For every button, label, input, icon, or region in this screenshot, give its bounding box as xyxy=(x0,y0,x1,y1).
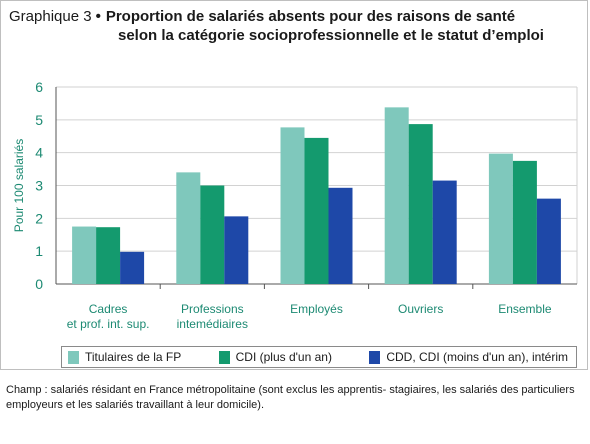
bar xyxy=(280,127,305,284)
legend-item-cdi: CDI (plus d'un an) xyxy=(218,350,332,364)
bar xyxy=(176,172,201,284)
legend-item-cdd: CDD, CDI (moins d'un an), intérim xyxy=(369,350,568,364)
bar xyxy=(304,137,329,284)
bar xyxy=(200,185,225,284)
y-tick-label: 1 xyxy=(35,243,43,259)
bar xyxy=(512,160,537,284)
chart-legend: Titulaires de la FP CDI (plus d'un an) C… xyxy=(61,346,577,368)
bar xyxy=(328,187,353,284)
footnote: Champ : salariés résidant en France métr… xyxy=(6,384,575,411)
bar xyxy=(96,227,121,284)
y-tick-label: 4 xyxy=(35,145,43,161)
legend-swatch-cdi xyxy=(218,350,230,364)
y-tick-label: 0 xyxy=(35,276,43,292)
title-line-2: selon la catégorie socioprofessionnelle … xyxy=(118,27,544,44)
y-tick-label: 5 xyxy=(35,112,43,128)
x-category-label: Professions xyxy=(181,302,244,316)
legend-label-cdd: CDD, CDI (moins d'un an), intérim xyxy=(386,350,568,364)
title-line-1: Proportion de salariés absents pour des … xyxy=(105,8,516,25)
bar xyxy=(384,107,409,285)
bar xyxy=(488,153,513,284)
x-category-label: Cadres xyxy=(89,302,128,316)
x-category-label: et prof. int. sup. xyxy=(67,317,150,331)
legend-label-titulaires: Titulaires de la FP xyxy=(85,350,182,364)
legend-label-cdi: CDI (plus d'un an) xyxy=(235,350,332,364)
x-category-label: Ensemble xyxy=(498,302,552,316)
bar xyxy=(408,124,433,284)
figure-frame: Graphique 3 • Proportion de salariés abs… xyxy=(0,0,588,370)
legend-swatch-cdd xyxy=(369,350,381,364)
figure-number: Graphique 3 xyxy=(9,8,92,25)
y-tick-label: 3 xyxy=(35,178,43,194)
x-category-label: intemédiaires xyxy=(177,317,248,331)
bar xyxy=(224,216,249,284)
x-category-label: Employés xyxy=(290,302,343,316)
bar xyxy=(432,180,457,284)
title-bullet: • xyxy=(95,8,101,25)
figure-title: Graphique 3 • Proportion de salariés abs… xyxy=(9,7,585,45)
bar xyxy=(120,251,145,284)
y-axis-title: Pour 100 salariés xyxy=(12,139,26,232)
legend-swatch-titulaires xyxy=(68,350,79,364)
y-tick-label: 2 xyxy=(35,210,43,226)
bar xyxy=(536,198,561,284)
y-tick-label: 6 xyxy=(35,79,43,95)
x-category-label: Ouvriers xyxy=(398,302,443,316)
legend-item-titulaires: Titulaires de la FP xyxy=(68,350,181,364)
bar xyxy=(72,226,97,284)
